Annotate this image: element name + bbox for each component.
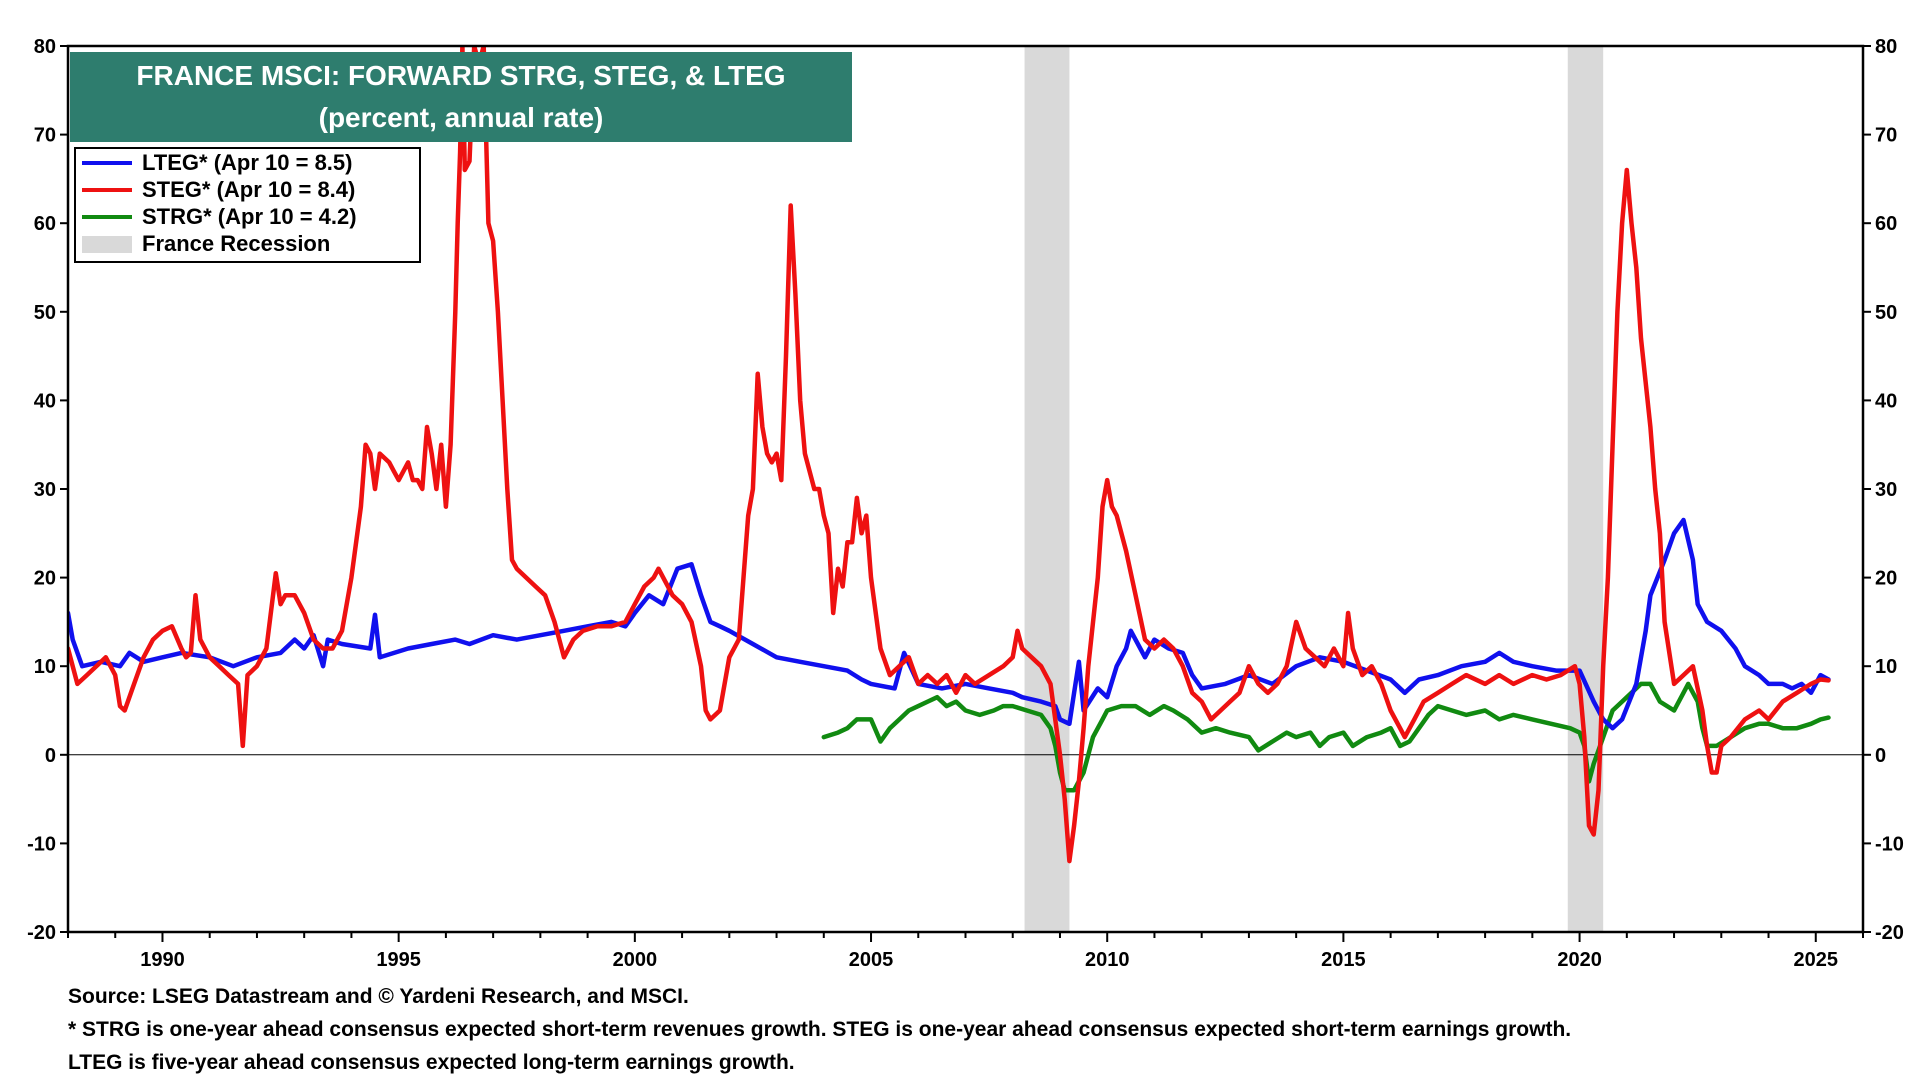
x-tick-label: 2015 [1321,949,1366,971]
strg-steg-note: * STRG is one-year ahead consensus expec… [68,1018,1572,1041]
y-tick-label-right: 60 [1875,213,1897,235]
series-lines [68,46,1831,864]
y-tick-label-right: 20 [1875,568,1897,590]
chart-title-box: FRANCE MSCI: FORWARD STRG, STEG, & LTEG … [70,52,852,142]
chart-title: FRANCE MSCI: FORWARD STRG, STEG, & LTEG [136,60,785,91]
y-tick-label-right: 80 [1875,36,1897,58]
y-tick-label-left: 70 [34,125,56,147]
y-tick-label-right: -10 [1875,833,1904,855]
chart-subtitle: (percent, annual rate) [319,102,604,133]
x-tick-label: 2010 [1085,949,1130,971]
y-tick-label-left: 40 [34,390,56,412]
legend-label-strg: STRG* (Apr 10 = 4.2) [142,204,357,229]
y-tick-label-left: 50 [34,302,56,324]
source-note: Source: LSEG Datastream and © Yardeni Re… [68,985,689,1008]
y-tick-label-right: 70 [1875,125,1897,147]
x-tick-label: 2005 [849,949,894,971]
y-tick-label-left: -20 [27,922,56,944]
series-line-lteg [68,517,1831,731]
y-tick-label-left: 30 [34,479,56,501]
x-tick-label: 1990 [140,949,185,971]
y-tick-label-right: 40 [1875,390,1897,412]
y-tick-label-left: 20 [34,568,56,590]
y-tick-label-left: 60 [34,213,56,235]
y-tick-label-left: 80 [34,36,56,58]
footnotes: Source: LSEG Datastream and © Yardeni Re… [68,980,1908,1079]
y-tick-label-left: 0 [45,745,56,767]
x-tick-label: 2025 [1794,949,1839,971]
y-tick-label-left: 10 [34,656,56,678]
y-tick-label-left: -10 [27,833,56,855]
series-line-steg [68,46,1831,864]
legend-label-lteg: LTEG* (Apr 10 = 8.5) [142,150,352,175]
x-tick-label: 2020 [1557,949,1602,971]
legend-swatch-recession [82,236,132,253]
legend-label-steg: STEG* (Apr 10 = 8.4) [142,177,355,202]
y-tick-label-right: 30 [1875,479,1897,501]
x-tick-label: 2000 [613,949,658,971]
series-line-strg [821,681,1831,793]
y-tick-label-right: 10 [1875,656,1897,678]
lteg-note: LTEG is five-year ahead consensus expect… [68,1051,795,1074]
legend-label-recession: France Recession [142,231,330,256]
recession-shading [1024,46,1604,932]
y-tick-label-right: 0 [1875,745,1886,767]
y-tick-label-right: -20 [1875,922,1904,944]
x-tick-label: 1995 [376,949,421,971]
legend: LTEG* (Apr 10 = 8.5) STEG* (Apr 10 = 8.4… [74,147,421,263]
y-tick-label-right: 50 [1875,302,1897,324]
